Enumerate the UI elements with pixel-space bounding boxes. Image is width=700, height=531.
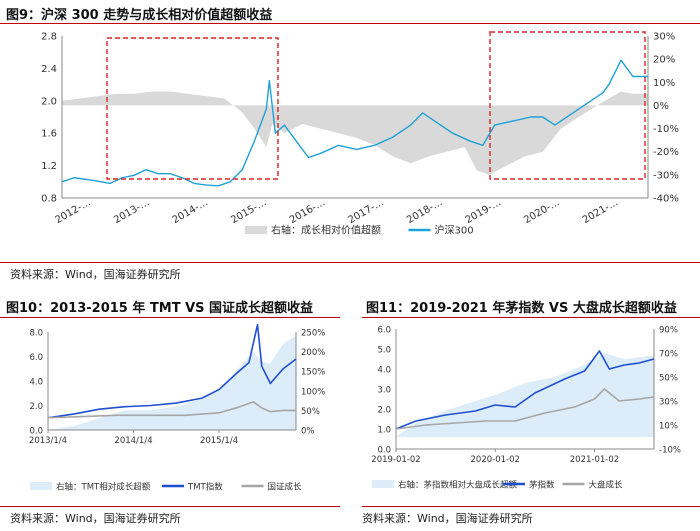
fig9-title: 图9：沪深 300 走势与成长相对价值超额收益 (6, 8, 273, 23)
fig10-series-line-2 (47, 401, 296, 419)
fig9-x-tick: 2019-… (464, 197, 503, 226)
fig11-y-tick-left: 6.0 (377, 326, 391, 336)
fig9-y-tick-right: -10% (653, 124, 679, 135)
fig9-legend-label-0: 右轴：成长相对价值超额 (271, 224, 381, 237)
fig10-series-line-1 (47, 323, 297, 419)
fig9-highlight-box-1 (106, 37, 279, 180)
fig9-x-tick: 2015-… (229, 197, 268, 226)
fig9-y-tick-right: -40% (653, 194, 679, 205)
fig10-title: 图10：2013-2015 年 TMT VS 国证成长超额收益 (6, 301, 314, 316)
fig11-y-tick-right: 90% (659, 326, 678, 336)
fig9-y-tick-left: 2.8 (41, 32, 57, 43)
fig10-legend-swatch-0 (30, 482, 52, 490)
fig10-x-tick: 2013/1/4 (29, 436, 67, 446)
fig9-y-tick-left: 1.2 (41, 161, 57, 172)
fig9-x-tick: 2016-… (288, 197, 327, 226)
fig10-legend-label-2: 国证成长 (268, 482, 303, 493)
fig11-series-area-0 (396, 353, 654, 437)
fig10-x-tick: 2015/1/4 (200, 436, 238, 446)
fig10-y-tick-right: 250% (301, 329, 325, 339)
fig9-source: 资料来源：Wind，国海证券研究所 (10, 268, 181, 281)
fig10-source: 资料来源：Wind，国海证券研究所 (10, 512, 181, 525)
fig10-source-rule (0, 506, 340, 507)
fig10-y-tick-right: 200% (301, 348, 325, 358)
fig11-x-tick: 2019-01-02 (371, 455, 420, 465)
fig10-x-tick: 2014/1/4 (114, 436, 152, 446)
fig11-title-rule (362, 317, 700, 318)
fig11-legend-label-1: 茅指数 (529, 480, 555, 491)
fig9-x-tick: 2017-… (346, 197, 385, 226)
fig11-y-tick-right: 10% (659, 422, 678, 432)
fig9-legend-label-1: 沪深300 (435, 224, 474, 237)
fig9-x-tick: 2020-… (522, 197, 561, 226)
fig11-y-tick-right: 70% (659, 350, 678, 360)
fig9-x-tick: 2021-… (581, 197, 620, 226)
fig10-y-tick-right: 50% (301, 407, 320, 417)
fig9-legend-swatch-0 (245, 226, 267, 234)
fig11-chart: 0.0 1.0 2.0 3.0 4.0 5.0 6.0 -10% 10% 30% 50% 70% 90%… (371, 326, 681, 491)
fig11-y-tick-right: 30% (659, 398, 678, 408)
fig11-series-line-1 (395, 350, 655, 430)
fig9-y-tick-right: -20% (653, 147, 679, 158)
fig10-y-tick-left: 4.0 (29, 378, 43, 388)
fig10-y-tick-left: 2.0 (29, 402, 43, 412)
fig9-chart: 0.8 1.2 1.6 2.0 2.4 2.8 -40% -30% -20% -10% 0% 10% 2… (41, 31, 679, 237)
fig9-y-tick-left: 0.8 (41, 194, 57, 205)
fig9-y-tick-left: 2.0 (41, 96, 57, 107)
fig9-x-tick: 2012-… (53, 197, 92, 226)
fig11-y-tick-left: 3.0 (377, 386, 391, 396)
fig11-y-tick-left: 0.0 (377, 446, 391, 456)
fig10-y-tick-right: 150% (301, 368, 325, 378)
fig10-series-area-0 (48, 335, 296, 430)
fig10-y-tick-left: 0.0 (29, 427, 43, 437)
fig11-source: 资料来源：Wind，国海证券研究所 (362, 512, 533, 525)
fig10-legend-label-1: TMT指数 (187, 482, 223, 493)
fig9-y-tick-right: 30% (653, 32, 675, 43)
fig9-y-tick-left: 1.6 (41, 129, 57, 140)
fig11-y-tick-right: 50% (659, 374, 678, 384)
fig11-y-tick-left: 5.0 (377, 346, 391, 356)
fig11-y-tick-left: 4.0 (377, 366, 391, 376)
fig9-y-tick-left: 2.4 (41, 64, 57, 75)
fig11-y-tick-left: 2.0 (377, 406, 391, 416)
fig11-legend-swatch-0 (372, 480, 394, 488)
fig9-y-tick-right: -30% (653, 170, 679, 181)
fig9-x-tick: 2014-… (171, 197, 210, 226)
fig9-y-tick-right: 10% (653, 78, 675, 89)
fig9-x-tick: 2018-… (405, 197, 444, 226)
fig11-y-tick-right: -10% (659, 446, 681, 456)
fig11-legend-label-0: 右轴：茅指数相对大盘成长超额 (398, 480, 518, 491)
fig9-x-tick: 2013-… (112, 197, 151, 226)
fig10-title-rule (0, 317, 340, 318)
fig11-source-rule (362, 506, 700, 507)
fig9-series-area-0 (62, 91, 648, 175)
fig10-chart: 0.0 2.0 4.0 6.0 8.0 0% 50% 100% 150% 200% 250% 2013… (29, 323, 325, 493)
fig11-x-tick: 2021-01-02 (570, 455, 619, 465)
fig10-y-tick-right: 100% (301, 387, 325, 397)
fig11-legend-label-2: 大盘成长 (589, 480, 624, 491)
fig9-series-line-1 (61, 59, 648, 187)
fig10-y-tick-left: 8.0 (29, 329, 43, 339)
fig10-legend-label-0: 右轴：TMT相对成长超额 (56, 482, 151, 493)
fig9-source-rule (0, 262, 700, 263)
fig10-y-tick-right: 0% (301, 427, 315, 437)
fig10-y-tick-left: 6.0 (29, 353, 43, 363)
fig11-series-line-2 (395, 388, 655, 430)
fig11-title: 图11：2019-2021 年茅指数 VS 大盘成长超额收益 (366, 301, 677, 316)
fig9-y-tick-right: 0% (653, 101, 669, 112)
fig11-y-tick-left: 1.0 (377, 426, 391, 436)
fig9-y-tick-right: 20% (653, 55, 675, 66)
fig11-x-tick: 2020-01-02 (471, 455, 520, 465)
fig9-highlight-box-2 (489, 31, 646, 180)
fig9-title-rule (0, 23, 700, 24)
